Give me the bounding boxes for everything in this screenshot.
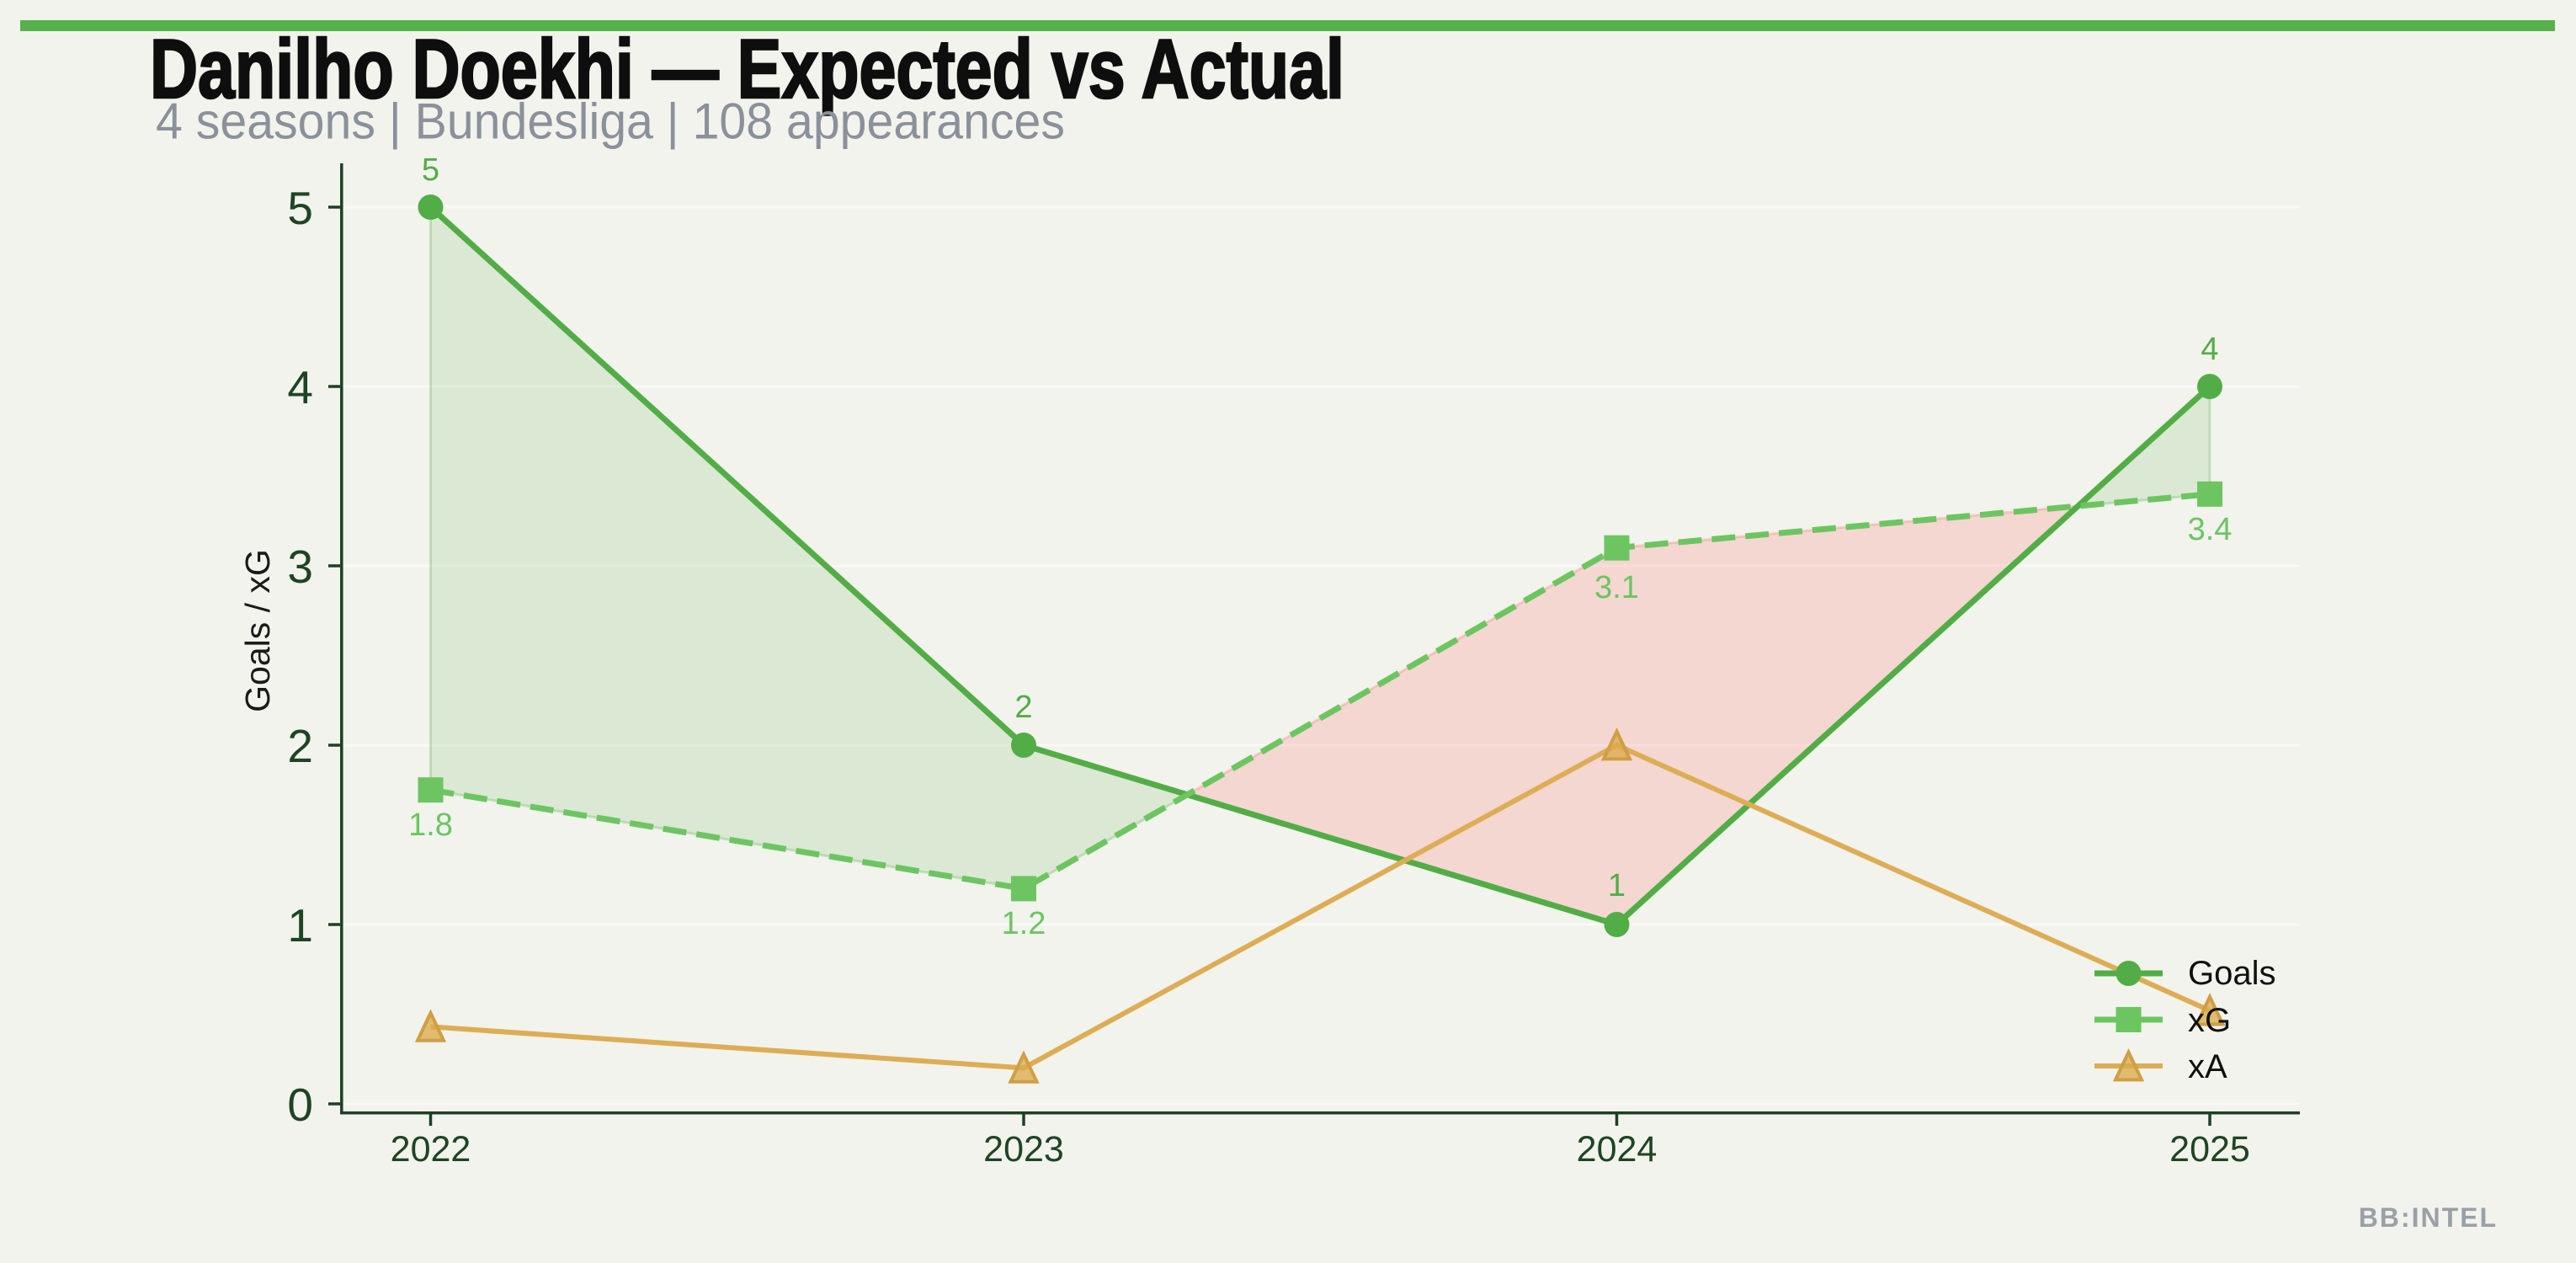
svg-text:Goals: Goals: [2188, 955, 2276, 992]
svg-text:4: 4: [2201, 332, 2218, 367]
svg-text:1.2: 1.2: [1002, 906, 1046, 941]
svg-text:4: 4: [287, 361, 313, 413]
svg-text:Goals / xG: Goals / xG: [238, 549, 277, 712]
svg-text:0: 0: [287, 1079, 313, 1131]
svg-text:2023: 2023: [983, 1129, 1064, 1170]
svg-text:2022: 2022: [391, 1129, 471, 1170]
svg-text:2: 2: [1014, 690, 1032, 725]
svg-text:1: 1: [287, 899, 313, 951]
svg-text:xA: xA: [2188, 1048, 2227, 1085]
svg-text:1: 1: [1608, 868, 1626, 903]
svg-text:4 seasons | Bundesliga | 108 a: 4 seasons | Bundesliga | 108 appearances: [156, 93, 1065, 150]
svg-text:2025: 2025: [2169, 1129, 2250, 1170]
svg-text:Danilho Doekhi — Expected vs A: Danilho Doekhi — Expected vs Actual: [150, 22, 1344, 115]
svg-text:5: 5: [422, 152, 439, 188]
svg-text:3: 3: [287, 541, 313, 593]
svg-text:BB:INTEL: BB:INTEL: [2359, 1202, 2498, 1233]
svg-text:3.1: 3.1: [1594, 570, 1639, 605]
svg-text:2024: 2024: [1577, 1129, 1658, 1170]
svg-text:5: 5: [287, 182, 313, 234]
svg-text:2: 2: [287, 720, 313, 772]
svg-text:xG: xG: [2188, 1002, 2231, 1039]
svg-text:3.4: 3.4: [2188, 512, 2233, 547]
svg-text:1.8: 1.8: [408, 807, 453, 843]
